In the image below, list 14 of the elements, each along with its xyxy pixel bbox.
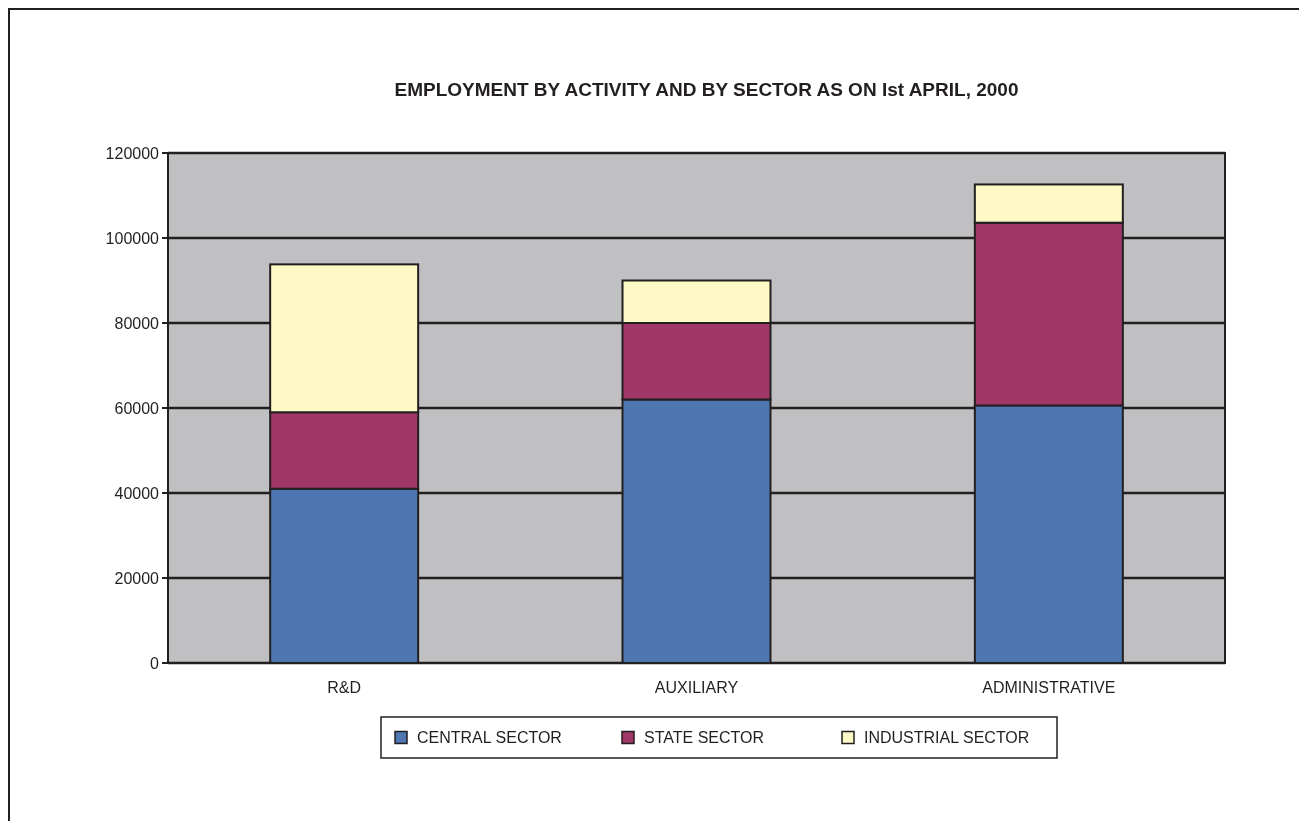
legend-label: INDUSTRIAL SECTOR <box>864 729 1030 747</box>
x-tick-label: AUXILIARY <box>654 679 739 696</box>
y-tick-label: 80000 <box>114 314 160 332</box>
chart-title: EMPLOYMENT BY ACTIVITY AND BY SECTOR AS ON Ist APRIL, 2000 <box>394 79 1019 100</box>
x-tick-label: ADMINISTRATIVE <box>982 679 1116 696</box>
legend-label: CENTRAL SECTOR <box>417 729 562 747</box>
y-tick-label: 60000 <box>114 399 160 417</box>
y-tick-label: 20000 <box>114 569 160 587</box>
y-tick-label: 120000 <box>105 144 160 162</box>
legend-label: STATE SECTOR <box>644 729 765 747</box>
y-tick-label: 40000 <box>114 484 160 502</box>
y-tick-label: 0 <box>150 654 160 672</box>
x-tick-label: R&D <box>327 679 362 696</box>
y-tick-label: 100000 <box>105 229 160 247</box>
